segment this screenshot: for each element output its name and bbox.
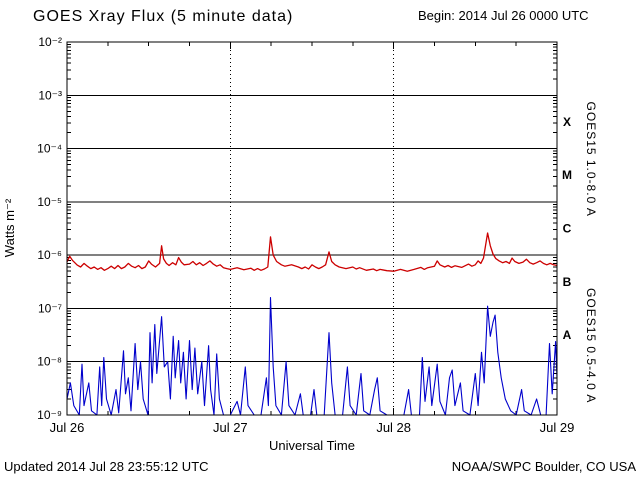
x-axis-label: Universal Time (269, 438, 355, 453)
y-tick-label: 10⁻² (38, 35, 62, 49)
flare-class-b: B (563, 275, 572, 289)
flare-class-x: X (563, 115, 571, 129)
x-tick-label: Jul 26 (50, 420, 85, 435)
y-tick-label: 10⁻⁵ (37, 195, 62, 209)
updated-text: Updated 2014 Jul 28 23:55:12 UTC (4, 459, 209, 474)
flare-class-c: C (563, 222, 572, 236)
y-tick-label: 10⁻⁶ (37, 248, 62, 262)
y-tick-label: 10⁻⁹ (37, 408, 62, 422)
y-tick-label: 10⁻⁴ (37, 142, 62, 156)
x-tick-label: Jul 27 (213, 420, 248, 435)
series-label-xray-long: GOES15 1.0-8.0 A (584, 102, 598, 217)
y-tick-label: 10⁻⁷ (38, 301, 62, 315)
y-tick-label: 10⁻⁸ (37, 355, 62, 369)
series-label-xray-short: GOES15 0.5-4.0 A (584, 288, 598, 403)
y-tick-label: 10⁻³ (38, 88, 62, 102)
y-axis-label: Watts m⁻² (2, 198, 17, 257)
x-tick-label: Jul 29 (540, 420, 575, 435)
flare-class-a: A (563, 328, 572, 342)
series-xray-short (66, 297, 558, 416)
begin-label: Begin: 2014 Jul 26 0000 UTC (418, 8, 589, 23)
credit-text: NOAA/SWPC Boulder, CO USA (452, 459, 637, 474)
series-xray-long (66, 232, 558, 272)
x-tick-label: Jul 28 (376, 420, 411, 435)
plot-border (66, 41, 558, 416)
flare-class-m: M (562, 168, 572, 182)
chart-title: GOES Xray Flux (5 minute data) (33, 8, 293, 25)
